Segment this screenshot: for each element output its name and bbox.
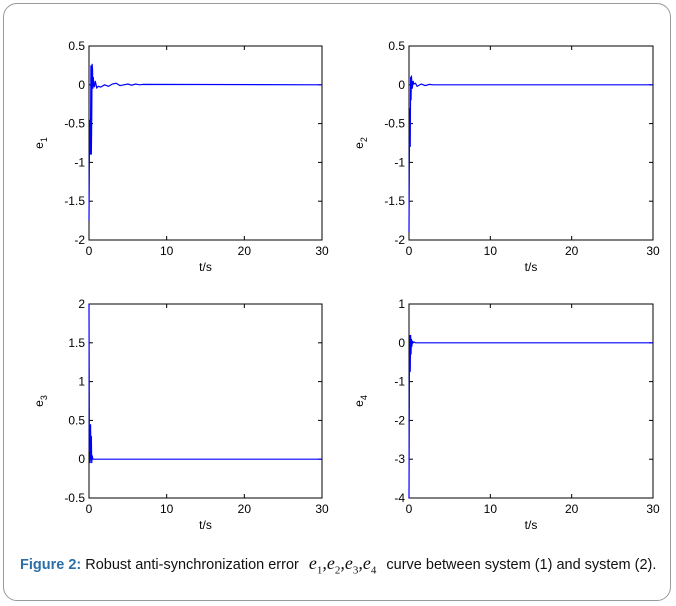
y-tick-label: -0.5 — [64, 117, 85, 131]
y-axis-label: e4 — [352, 395, 369, 407]
x-tick-label: 0 — [406, 244, 413, 258]
x-axis-label: t/s — [199, 518, 212, 532]
y-axis-label-subscript: 4 — [359, 395, 369, 400]
caption-variable: e1 — [308, 553, 323, 577]
y-tick-label: -0.5 — [64, 491, 85, 505]
y-tick-label: 0 — [78, 452, 85, 466]
x-tick-label: 30 — [646, 502, 660, 516]
y-tick-label: -1 — [394, 155, 405, 169]
y-tick-label: 0 — [398, 78, 405, 92]
caption-variable: e3 — [344, 553, 359, 577]
x-tick-label: 10 — [160, 244, 174, 258]
y-tick-label: 1 — [398, 297, 405, 311]
x-axis-label: t/s — [525, 260, 538, 274]
caption-text-before: Robust anti-synchronization error — [85, 557, 299, 573]
caption-variables: e1,e2,e3,e4 — [308, 553, 377, 577]
y-axis-label-base: e — [32, 400, 46, 407]
y-axis-label-base: e — [32, 142, 46, 149]
y-tick-label: -1.5 — [384, 194, 405, 208]
series-line — [408, 75, 653, 233]
y-tick-label: 0 — [78, 78, 85, 92]
y-tick-label: 1 — [78, 375, 85, 389]
x-tick-label: 30 — [646, 244, 660, 258]
y-axis-label-subscript: 2 — [359, 137, 369, 142]
y-tick-label: -1 — [394, 375, 405, 389]
y-tick-label: 2 — [78, 297, 85, 311]
x-tick-label: 30 — [315, 244, 329, 258]
caption-variable: e4 — [362, 553, 377, 577]
figure-frame — [3, 3, 671, 601]
x-tick-label: 20 — [238, 502, 252, 516]
y-tick-label: 1.5 — [68, 336, 85, 350]
y-tick-label: -3 — [394, 452, 405, 466]
figure-caption: Figure 2: Robust anti-synchronization er… — [20, 554, 662, 581]
series-line — [408, 335, 653, 499]
y-tick-label: 0.5 — [68, 413, 85, 427]
y-tick-label: -0.5 — [384, 117, 405, 131]
caption-text-after: curve between system (1) and system (2). — [386, 557, 657, 573]
x-tick-label: 30 — [315, 502, 329, 516]
y-tick-label: -1.5 — [64, 194, 85, 208]
caption-variable: e2 — [326, 553, 341, 577]
y-tick-label: -4 — [394, 491, 405, 505]
y-tick-label: 0.5 — [388, 39, 405, 53]
x-tick-label: 10 — [484, 502, 498, 516]
x-tick-label: 20 — [565, 244, 579, 258]
y-tick-label: -2 — [74, 233, 85, 247]
y-tick-label: -2 — [394, 233, 405, 247]
caption-label: Figure 2: — [20, 557, 82, 573]
y-axis-label-base: e — [352, 400, 366, 407]
chart-panel-1: 0 10 20 30 0.5 0 -0.5 -1 -1.5 -2 t/s e1 — [32, 39, 329, 274]
y-tick-label: -1 — [74, 155, 85, 169]
chart-panel-2: 0 10 20 30 0.5 0 -0.5 -1 -1.5 -2 t/s e2 — [352, 39, 660, 274]
y-tick-label: -2 — [394, 413, 405, 427]
x-tick-label: 10 — [160, 502, 174, 516]
y-axis-label-base: e — [352, 142, 366, 149]
x-axis-label: t/s — [525, 518, 538, 532]
series-line — [88, 63, 323, 221]
y-axis-label: e1 — [32, 137, 49, 149]
y-axis-label: e3 — [32, 395, 49, 407]
plot-area — [88, 45, 323, 241]
y-tick-label: 0 — [398, 336, 405, 350]
x-tick-label: 0 — [86, 244, 93, 258]
plot-area — [88, 303, 323, 499]
y-axis-label: e2 — [352, 137, 369, 149]
x-tick-label: 0 — [406, 502, 413, 516]
y-tick-label: 0.5 — [68, 39, 85, 53]
x-tick-label: 20 — [565, 502, 579, 516]
series-line — [88, 303, 322, 464]
x-tick-label: 20 — [238, 244, 252, 258]
plot-area — [408, 45, 654, 241]
x-tick-label: 0 — [86, 502, 93, 516]
y-axis-label-subscript: 3 — [39, 395, 49, 400]
x-tick-label: 10 — [484, 244, 498, 258]
x-axis-label: t/s — [199, 260, 212, 274]
y-axis-label-subscript: 1 — [39, 137, 49, 142]
plot-area — [408, 303, 654, 499]
